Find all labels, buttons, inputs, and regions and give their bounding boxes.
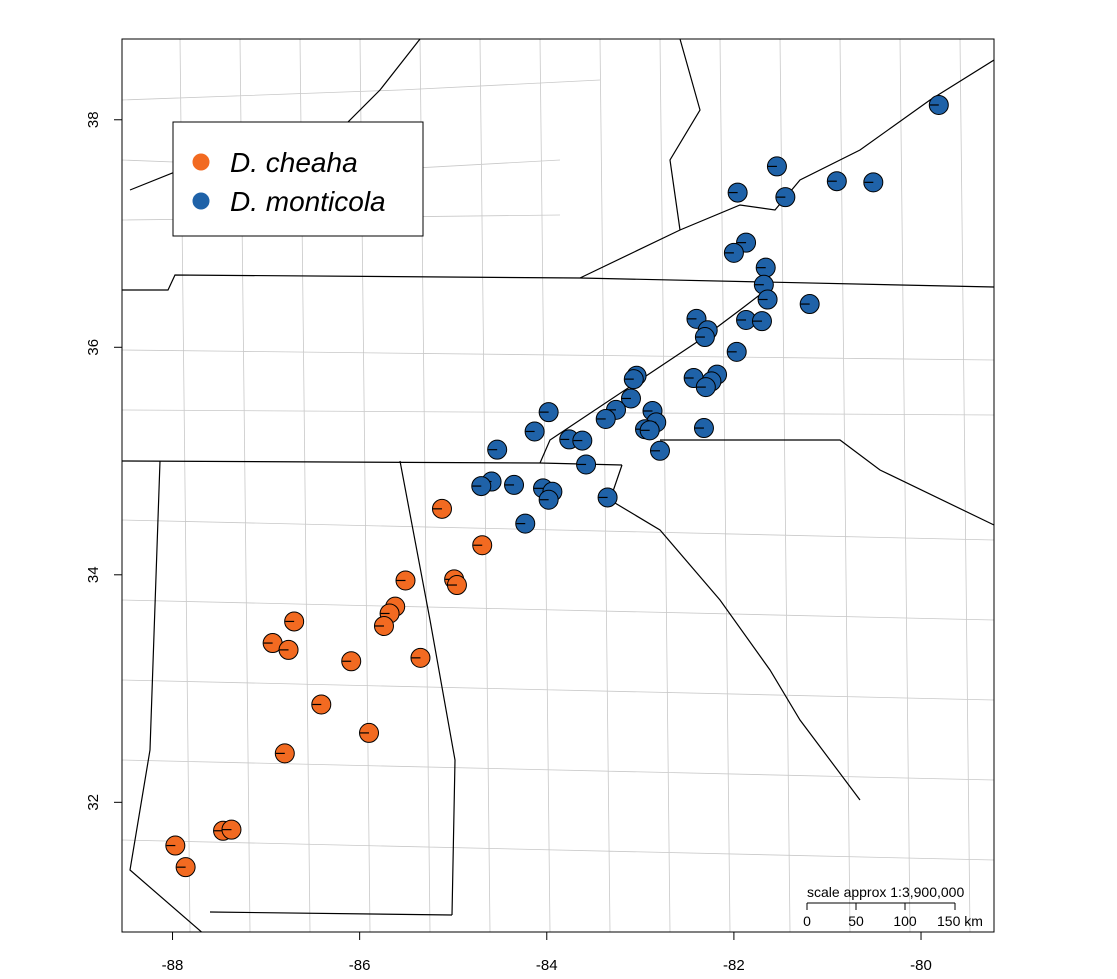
state-border xyxy=(399,460,456,916)
legend-box xyxy=(172,121,424,237)
x-tick-label: -88 xyxy=(162,957,184,974)
legend-marker xyxy=(192,192,210,210)
x-tick-label: -84 xyxy=(536,957,558,974)
scale-bar: scale approx 1:3,900,000 0 50 100 150 km xyxy=(803,884,983,929)
legend-label: D. cheaha xyxy=(230,147,358,178)
state-border xyxy=(122,460,623,466)
state-border xyxy=(209,911,453,916)
legend-label: D. monticola xyxy=(230,186,386,217)
scale-line xyxy=(806,902,956,910)
y-tick-label: 36 xyxy=(85,339,102,356)
y-tick-label: 34 xyxy=(85,566,102,583)
plot-frame xyxy=(121,38,995,933)
x-tick-label: -86 xyxy=(349,957,371,974)
legend-marker xyxy=(192,153,210,171)
state-border xyxy=(660,439,994,526)
x-tick-label: -82 xyxy=(723,957,745,974)
scale-tick: 50 xyxy=(848,913,864,929)
scale-tick: 0 xyxy=(803,913,811,929)
state-border xyxy=(579,59,994,279)
state-border xyxy=(129,460,203,932)
x-tick-label: -80 xyxy=(910,957,932,974)
y-tick-label: 38 xyxy=(85,111,102,128)
state-border xyxy=(609,464,861,801)
state-border xyxy=(122,274,994,291)
legend: D. cheaha D. monticola xyxy=(172,121,424,237)
scale-tick: 150 km xyxy=(937,913,983,929)
y-tick-label: 32 xyxy=(85,794,102,811)
scale-label: scale approx 1:3,900,000 xyxy=(807,884,964,900)
scale-tick: 100 xyxy=(893,913,917,929)
state-border xyxy=(669,39,701,231)
